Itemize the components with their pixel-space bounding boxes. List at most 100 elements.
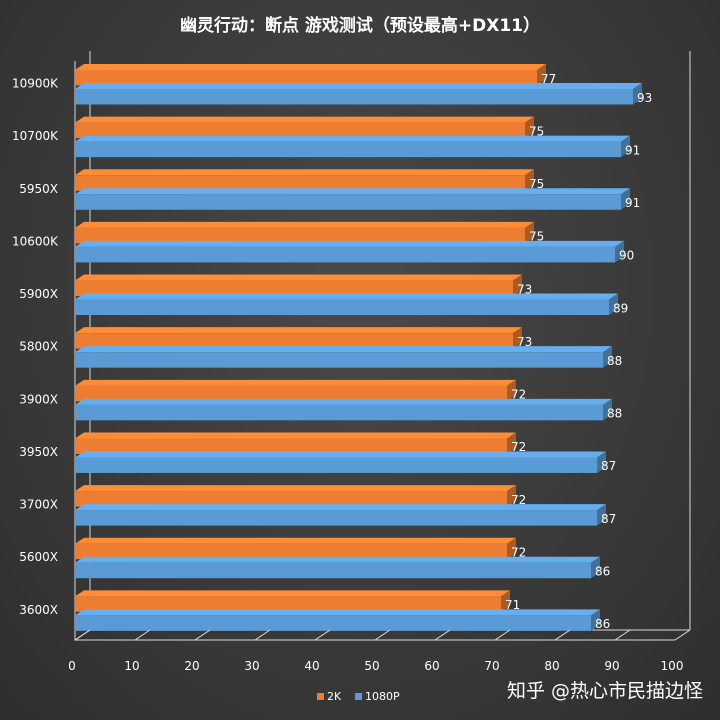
data-label: 72	[511, 545, 526, 559]
category-label: 10700K	[12, 129, 59, 143]
bar-1080p	[75, 299, 609, 316]
legend: 2K 1080P	[317, 690, 400, 703]
x-tick-mark	[614, 629, 631, 641]
data-label: 89	[613, 301, 628, 315]
data-label: 72	[511, 440, 526, 454]
category-label: 3900X	[19, 392, 58, 406]
bar-end-face	[507, 379, 516, 402]
data-label: 91	[625, 196, 640, 210]
bar-top-face	[75, 451, 606, 458]
category-label: 3950X	[19, 445, 58, 459]
bar-top-face	[75, 221, 534, 228]
data-label: 75	[529, 177, 544, 191]
bar-top-face	[75, 590, 510, 597]
data-label: 77	[541, 72, 556, 86]
x-tick-label: 90	[604, 659, 619, 673]
bar-top-face	[75, 504, 606, 511]
data-label: 87	[601, 512, 616, 526]
data-label: 71	[505, 598, 520, 612]
bar-end-face	[621, 135, 630, 158]
bar-2k	[75, 596, 501, 612]
bar-2k	[75, 491, 507, 507]
chart-title: 幽灵行动：断点 游戏测试（预设最高+DX11）	[180, 15, 540, 36]
x-tick-label: 30	[244, 659, 259, 673]
x-tick-label: 0	[68, 659, 76, 673]
category-label: 10900K	[12, 77, 59, 91]
category-label: 3700X	[19, 498, 58, 512]
bar-top-face	[75, 346, 612, 353]
category-label: 10600K	[12, 234, 59, 248]
bar-end-face	[603, 346, 612, 368]
bar-end-face	[501, 590, 510, 612]
bar-top-face	[75, 293, 618, 300]
bar-end-face	[621, 188, 630, 210]
x-tick-mark	[674, 629, 691, 641]
bar-end-face	[615, 240, 624, 263]
data-label: 88	[607, 407, 622, 421]
category-label: 5800X	[19, 340, 58, 354]
category-label: 5600X	[19, 550, 58, 564]
bar-top-face	[75, 556, 600, 563]
bar-end-face	[537, 64, 546, 86]
bar-2k	[75, 438, 507, 454]
bar-1080p	[75, 89, 633, 105]
bar-2k	[75, 122, 525, 139]
x-tick-label: 40	[304, 659, 319, 673]
data-label: 73	[517, 335, 532, 349]
bar-end-face	[609, 293, 618, 316]
x-tick-mark	[494, 629, 511, 641]
bar-top-face	[75, 188, 630, 195]
bar-end-face	[507, 485, 516, 507]
bar-2k	[75, 333, 513, 349]
bar-top-face	[75, 83, 642, 89]
legend-swatch-1080p	[355, 693, 362, 700]
bar-top-face	[75, 327, 522, 334]
bar-1080p	[75, 510, 597, 526]
bar-top-face	[75, 169, 534, 176]
bar-1080p	[75, 194, 621, 210]
x-tick-mark	[254, 629, 271, 641]
bar-2k	[75, 227, 525, 244]
bar-end-face	[597, 504, 606, 526]
data-label: 75	[529, 124, 544, 138]
x-tick-mark	[314, 629, 331, 641]
data-label: 75	[529, 230, 544, 244]
category-labels: 10900K 10700K 5950X 10600K 5900X 5800X 3900X 39…	[12, 77, 59, 617]
category-label: 3600X	[19, 603, 58, 617]
bar-2k	[75, 280, 513, 297]
bar-end-face	[591, 556, 600, 579]
bar-1080p	[75, 457, 597, 473]
data-label: 91	[625, 143, 640, 157]
x-tick-mark	[374, 629, 391, 641]
bar-top-face	[75, 274, 522, 281]
x-tick-label: 80	[544, 659, 559, 673]
bar-end-face	[513, 274, 522, 297]
x-tick-mark	[134, 629, 151, 641]
category-label: 5900X	[19, 287, 58, 301]
bar-end-face	[597, 451, 606, 473]
bar-2k	[75, 385, 507, 402]
data-label: 90	[619, 249, 634, 263]
legend-swatch-2k	[317, 693, 324, 700]
bar-2k	[75, 175, 525, 191]
x-tick-label: 10	[124, 659, 139, 673]
x-tick-label: 60	[424, 659, 439, 673]
x-tick-label: 50	[364, 659, 379, 673]
x-tick-label: 20	[184, 659, 199, 673]
data-label: 87	[601, 459, 616, 473]
x-axis-ticks: 0 10 20 30 40 50 60 70 80 90 100	[68, 629, 691, 673]
data-label: 72	[511, 388, 526, 402]
bar-1080p	[75, 404, 603, 421]
bar-end-face	[603, 398, 612, 421]
bar-top-face	[75, 398, 612, 405]
bar-2k	[75, 543, 507, 560]
data-label: 72	[511, 493, 526, 507]
bars-group: 77 93 75 91 75 91 75 90 73 89 73 88 72 88 72 87 72 87 72 86…	[75, 64, 652, 631]
data-label: 86	[595, 564, 610, 578]
bar-1080p	[75, 246, 615, 263]
x-tick-label: 100	[661, 659, 684, 673]
bar-end-face	[507, 432, 516, 454]
bar-end-face	[525, 169, 534, 191]
x-tick-mark	[434, 629, 451, 641]
